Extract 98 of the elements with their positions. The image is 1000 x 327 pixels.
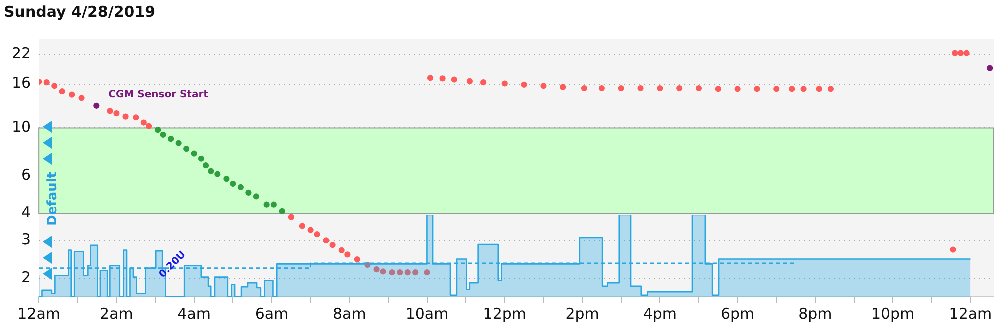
x-tick-label: 4pm [643,304,678,323]
point [208,168,214,174]
x-tick-label: 12am [18,304,61,323]
point [397,270,404,276]
x-tick-label: 4am [178,304,212,323]
point [168,136,174,142]
x-tick-label: 10pm [871,304,915,323]
point [800,86,807,92]
point [160,132,166,138]
point [774,86,780,92]
point [114,110,120,117]
x-tick-label: 2pm [566,304,600,323]
point [958,50,964,56]
point [44,80,50,86]
point [754,86,760,92]
point [69,92,76,98]
y-tick-label: 4 [22,204,32,222]
point [427,75,434,82]
point [308,227,314,234]
point [451,76,458,83]
point [816,86,822,92]
point [184,146,190,152]
point [230,180,236,188]
point [480,80,487,86]
y-tick-label: 22 [12,44,32,62]
point [424,270,430,276]
point [380,268,386,275]
point [264,202,270,208]
point [78,95,85,102]
point [964,50,970,56]
point [52,83,58,90]
point [389,270,396,276]
point [323,238,330,244]
point [176,140,182,146]
x-tick-label: 2am [100,304,134,323]
point [952,50,958,56]
point [338,247,345,254]
point [238,184,244,191]
annotation: Default [45,172,60,226]
y-tick-label: 2 [22,268,32,286]
point [657,85,664,92]
x-tick-label: 6am [255,304,289,323]
point [253,194,260,200]
point [404,270,411,276]
x-tick-label: 8am [332,304,366,323]
point [314,232,320,238]
point [59,88,66,95]
point [466,78,474,85]
y-tick-label: 10 [12,118,32,136]
point [299,223,306,230]
point [598,85,605,92]
point [107,108,114,114]
point [502,80,508,87]
point [198,156,205,162]
point [521,82,528,88]
point [987,65,994,72]
point [279,208,286,214]
x-tick-label: 12pm [483,304,527,323]
y-tick-label: 3 [22,230,32,249]
point [789,86,796,92]
point [191,150,198,157]
point [140,120,147,126]
point [374,266,380,273]
point [950,246,956,253]
x-tick-label: 8pm [798,304,832,323]
point [146,123,152,130]
point [354,256,360,263]
point [412,270,419,276]
chart-title: Sunday 4/28/2019 [4,3,156,21]
point [122,114,129,120]
point [440,76,446,82]
point [734,86,741,92]
point [133,114,140,121]
point [581,85,588,92]
point [696,85,702,92]
point [638,85,644,92]
point [270,202,277,208]
point [214,171,221,178]
annotation: CGM Sensor Start [108,89,209,100]
point [330,242,336,248]
point [202,162,210,169]
point [246,190,252,196]
point [155,127,162,134]
x-tick-label: 12am [949,304,992,323]
y-tick-label: 16 [12,74,32,92]
point [676,85,683,92]
point [288,214,294,220]
point [618,85,624,92]
x-tick-label: 10am [406,304,449,323]
point [224,176,230,182]
point [344,252,351,258]
x-tick-label: 6pm [720,304,755,323]
point [540,83,547,90]
y-tick-label: 6 [22,166,32,184]
point [94,102,100,109]
point [560,84,566,90]
point [828,86,834,92]
point [715,86,722,92]
